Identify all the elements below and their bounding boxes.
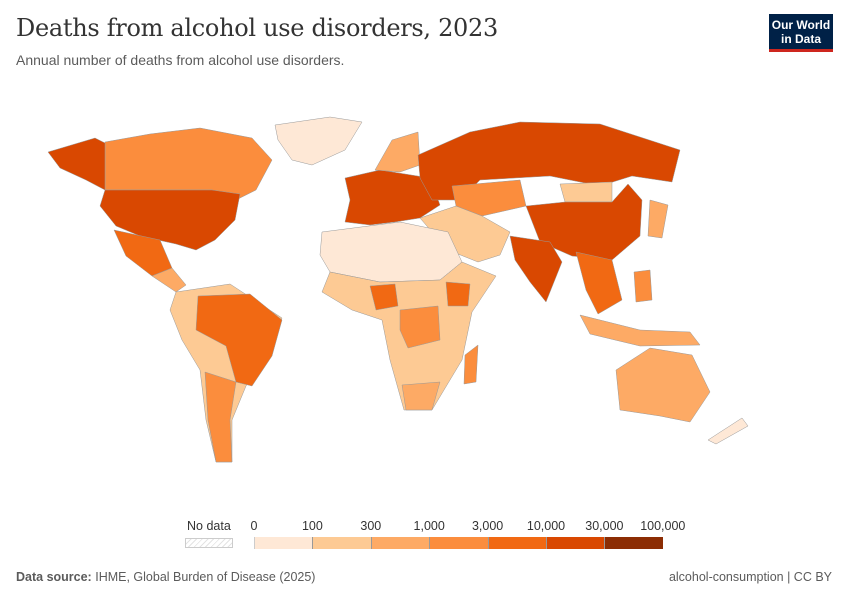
map-region-argentina[interactable] — [204, 371, 237, 463]
legend-tick-label: 100 — [301, 519, 323, 533]
map-region-southeast-asia[interactable] — [575, 251, 623, 315]
legend-bin-swatch[interactable] — [312, 537, 371, 549]
legend-tick-label: 1,000 — [413, 519, 445, 533]
map-region-china[interactable] — [525, 183, 643, 261]
map-region-russia[interactable] — [417, 121, 681, 201]
legend-tick-label: 3,000 — [471, 519, 504, 533]
source-label: Data source: — [16, 570, 92, 584]
map-region-western-europe[interactable] — [344, 169, 441, 226]
map-region-madagascar[interactable] — [463, 344, 479, 385]
legend-tick-label: 30,000 — [585, 519, 624, 533]
legend-tick-label: 100,000 — [640, 519, 686, 533]
map-region-india[interactable] — [509, 235, 563, 303]
map-region-kazakhstan[interactable] — [451, 179, 527, 217]
page-title: Deaths from alcohol use disorders, 2023 — [16, 14, 498, 42]
legend-no-data-swatch[interactable] — [185, 538, 233, 548]
owid-logo[interactable]: Our World in Data — [769, 14, 833, 52]
map-region-alaska-united-states[interactable] — [47, 137, 106, 191]
legend-bin-swatch[interactable] — [487, 537, 546, 549]
map-region-ethiopia[interactable] — [445, 281, 471, 307]
map-region-dr-congo[interactable] — [399, 305, 441, 349]
legend-bin-swatch[interactable] — [429, 537, 488, 549]
map-region-south-africa[interactable] — [401, 381, 441, 411]
map-region-mongolia[interactable] — [559, 181, 613, 203]
map-region-north-africa[interactable] — [319, 221, 463, 283]
legend-tick-label: 0 — [250, 519, 258, 533]
legend-no-data-label: No data — [187, 519, 231, 533]
data-source: Data source: IHME, Global Burden of Dise… — [16, 570, 315, 584]
map-region-central-america[interactable] — [151, 267, 187, 293]
source-text: IHME, Global Burden of Disease (2025) — [95, 570, 316, 584]
legend-bin-swatch[interactable] — [370, 537, 430, 549]
map-region-indonesia[interactable] — [579, 314, 701, 347]
legend-bin-swatch[interactable] — [254, 537, 313, 549]
legend-bin-swatch[interactable] — [604, 537, 663, 549]
map-region-scandinavia[interactable] — [374, 131, 421, 173]
footer-license[interactable]: alcohol-consumption | CC BY — [668, 570, 832, 584]
logo-line-2: in Data — [780, 32, 821, 46]
subtitle: Annual number of deaths from alcohol use… — [16, 52, 345, 68]
map-region-greenland[interactable] — [274, 116, 363, 166]
legend-tick-label: 10,000 — [526, 519, 566, 533]
map-region-philippines[interactable] — [633, 269, 653, 303]
map-region-canada[interactable] — [104, 127, 273, 201]
legend-bin-swatch[interactable] — [546, 537, 605, 549]
logo-line-1: Our World — [771, 18, 831, 32]
legend-tick-label: 300 — [360, 519, 382, 533]
map-region-united-states[interactable] — [99, 189, 241, 251]
map-region-japan[interactable] — [647, 199, 669, 239]
map-region-new-zealand[interactable] — [707, 417, 749, 445]
map-region-brazil[interactable] — [195, 293, 283, 387]
map-region-australia[interactable] — [615, 347, 711, 423]
map-region-nigeria[interactable] — [369, 283, 399, 311]
